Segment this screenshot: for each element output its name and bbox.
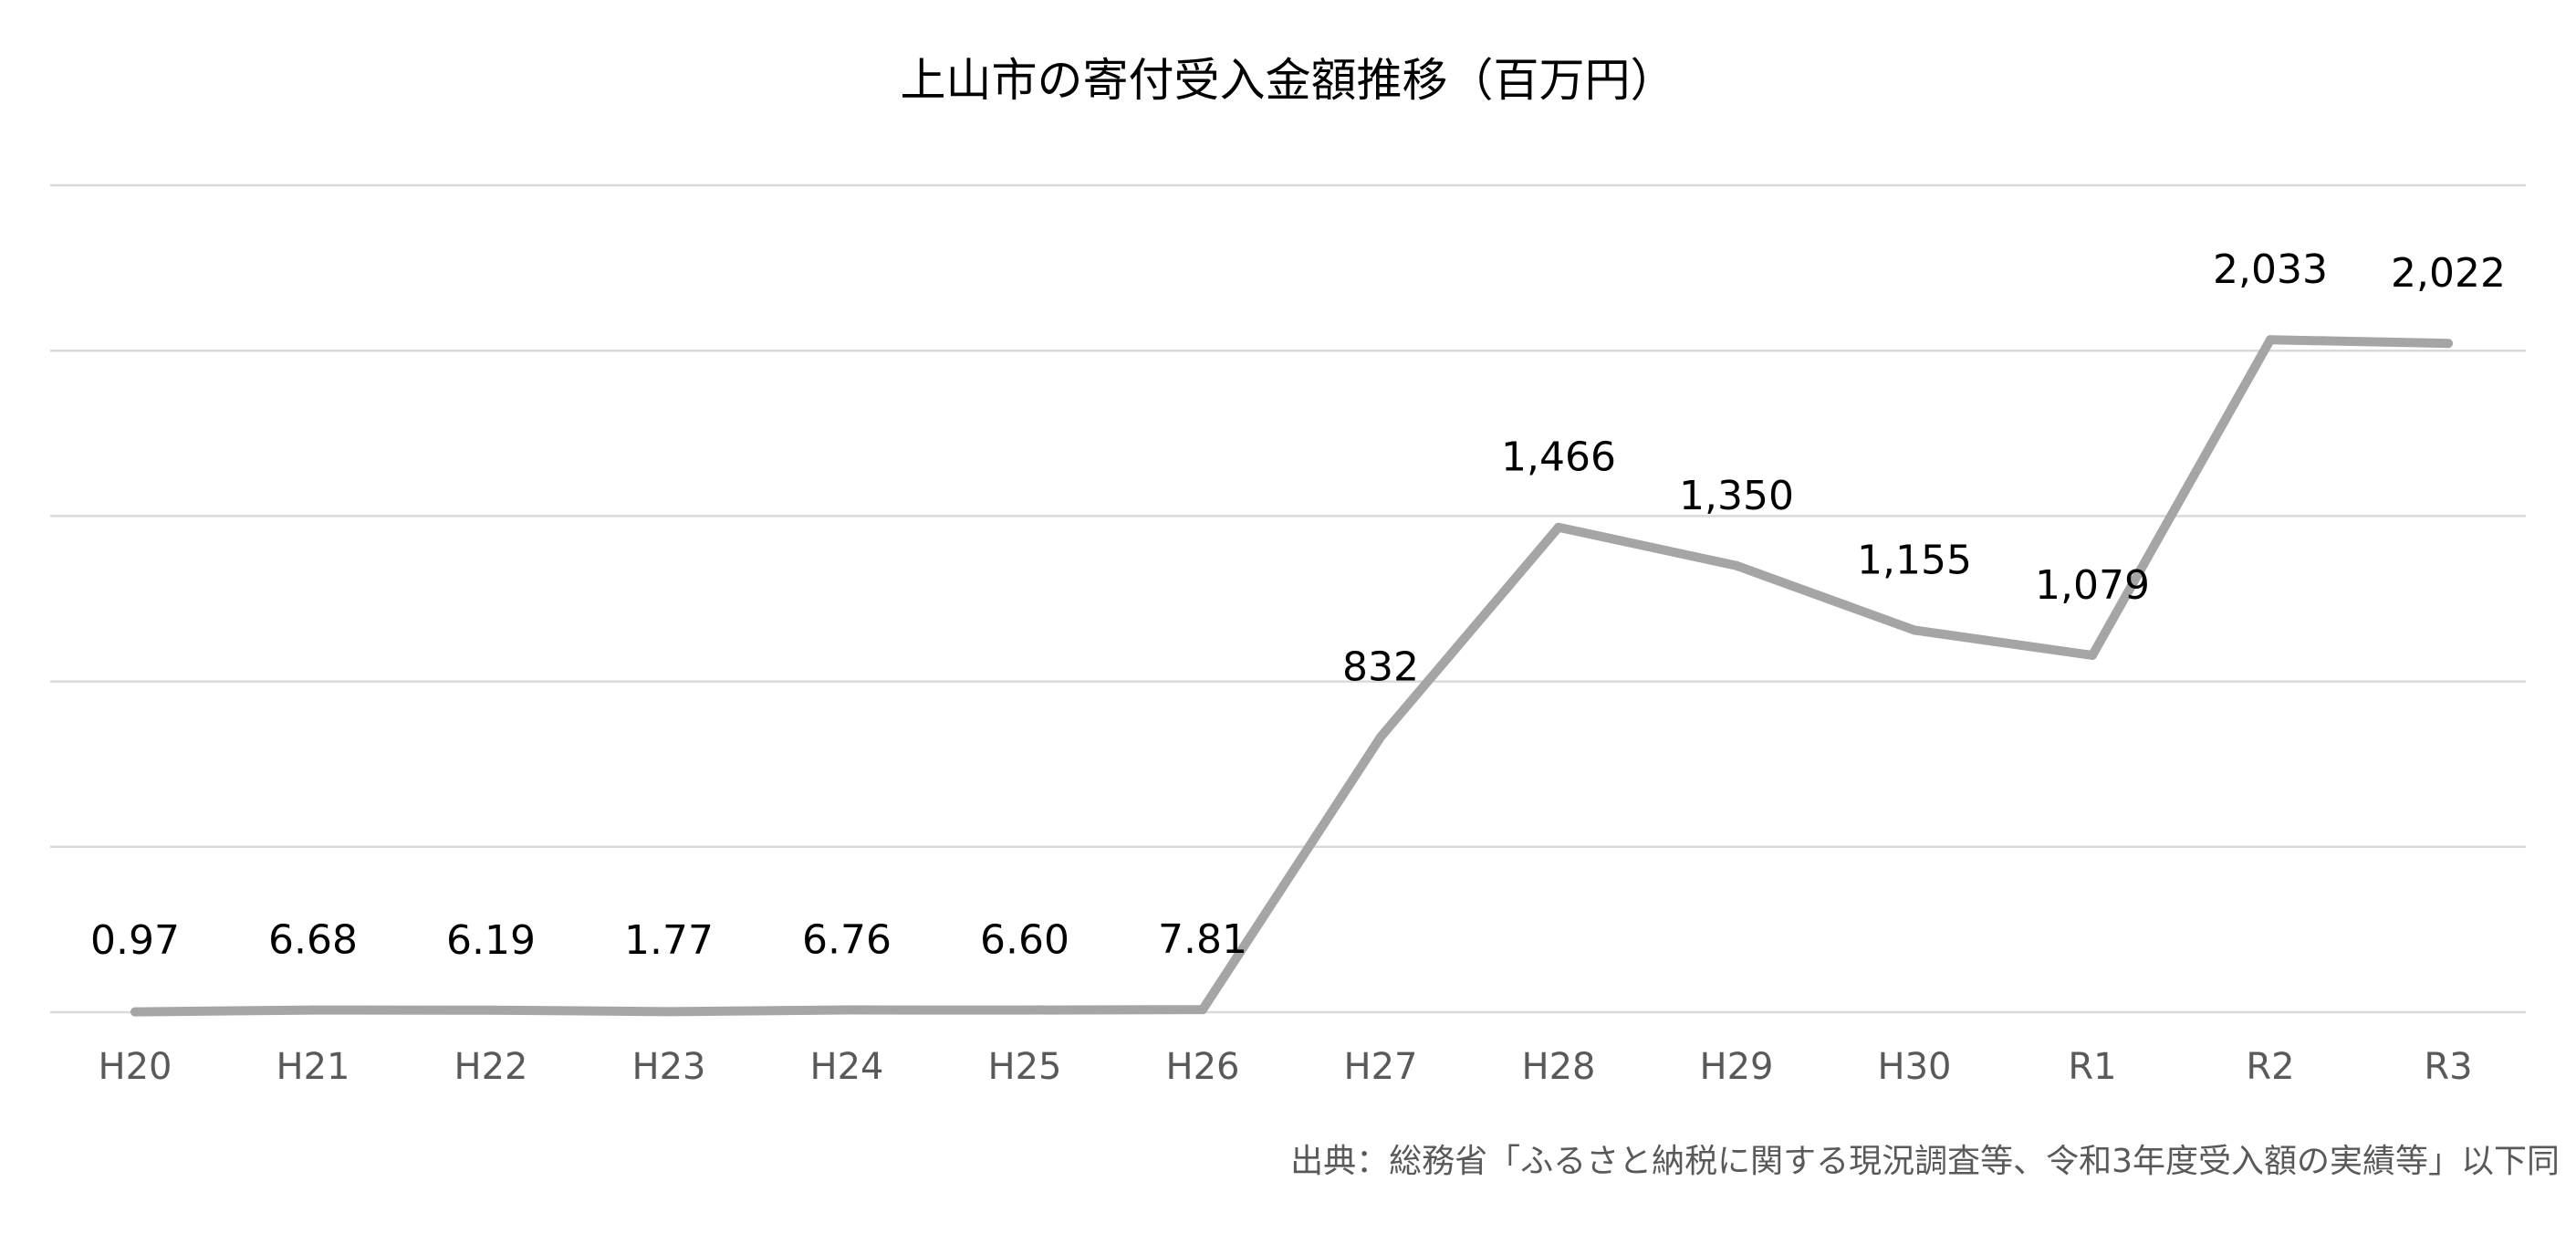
source-note: 出典：総務省「ふるさと納税に関する現況調査等、令和3年度受入額の実績等」以下同	[1290, 1143, 2560, 1180]
data-point	[2088, 650, 2097, 660]
data-point	[842, 1005, 851, 1015]
data-label: 0.97	[90, 917, 180, 964]
x-tick-label: H25	[988, 1046, 1062, 1088]
x-tick-label: H29	[1700, 1046, 1774, 1088]
x-tick-label: R3	[2424, 1046, 2472, 1088]
x-tick-label: H20	[99, 1046, 172, 1088]
data-label: 6.19	[446, 917, 536, 964]
data-labels: 0.97 6.68 6.19 1.77 6.76 6.60 7.81 832 1,466 1,35…	[90, 246, 2506, 964]
x-tick-label: H30	[1878, 1046, 1952, 1088]
x-tick-label: H21	[276, 1046, 350, 1088]
data-label: 2,022	[2391, 250, 2506, 297]
data-label: 6.68	[268, 917, 358, 964]
x-tick-label: H22	[454, 1046, 528, 1088]
data-point	[1910, 625, 1919, 635]
x-tick-label: H27	[1344, 1046, 1418, 1088]
series-line	[130, 335, 2453, 1017]
x-tick-label: H23	[632, 1046, 706, 1088]
x-tick-label: H24	[810, 1046, 884, 1088]
data-label: 1,155	[1857, 537, 1972, 583]
data-label: 1.77	[624, 917, 714, 964]
x-tick-label: H28	[1522, 1046, 1596, 1088]
data-point	[308, 1005, 318, 1015]
series-line-group	[130, 335, 2453, 1017]
data-point	[1376, 732, 1385, 742]
x-tick-label: R2	[2246, 1046, 2294, 1088]
gridlines	[50, 183, 2526, 1014]
chart-title: 上山市の寄付受入金額推移（百万円）	[900, 54, 1676, 107]
data-label: 6.76	[802, 917, 892, 964]
data-label: 1,350	[1679, 473, 1794, 519]
data-label: 6.60	[980, 917, 1069, 964]
data-point	[130, 1007, 140, 1017]
data-point	[2266, 335, 2275, 345]
data-label: 7.81	[1158, 916, 1247, 963]
x-axis-tick-labels: H20 H21 H22 H23 H24 H25 H26 H27 H28 H29 H30 R1 R2 R3	[99, 1046, 2473, 1088]
data-label: 1,466	[1501, 434, 1616, 481]
x-tick-label: R1	[2068, 1046, 2116, 1088]
data-point	[1020, 1005, 1029, 1015]
x-tick-label: H26	[1166, 1046, 1240, 1088]
data-label: 1,079	[2035, 562, 2150, 609]
data-label: 832	[1342, 643, 1419, 690]
data-point	[2444, 339, 2453, 349]
data-point	[1198, 1005, 1207, 1015]
data-label: 2,033	[2213, 246, 2328, 293]
data-point	[664, 1007, 673, 1017]
data-point	[486, 1005, 495, 1015]
data-point	[1732, 560, 1741, 570]
data-point	[1554, 522, 1563, 532]
